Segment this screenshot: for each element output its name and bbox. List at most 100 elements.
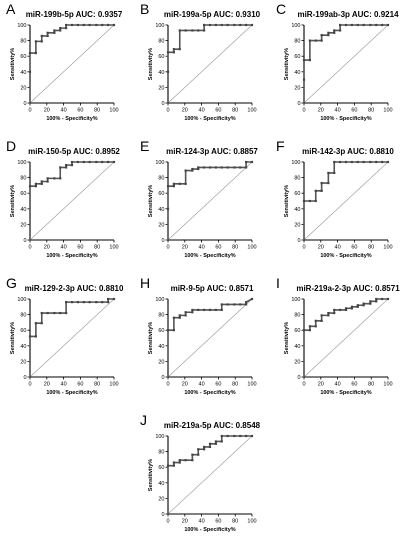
roc-point [178, 182, 181, 185]
roc-point [34, 40, 37, 43]
x-tick-label: 40 [61, 382, 67, 388]
y-tick-label: 60 [20, 54, 26, 60]
y-tick-label: 40 [294, 70, 300, 76]
roc-point [208, 445, 212, 449]
roc-point [112, 160, 116, 164]
roc-point [314, 199, 317, 203]
y-tick-label: 0 [161, 512, 164, 518]
roc-point [233, 23, 236, 27]
reference-diagonal [167, 435, 253, 515]
roc-point [65, 23, 68, 27]
roc-point [381, 160, 384, 164]
x-tick-label: 80 [368, 108, 374, 114]
roc-point [344, 160, 348, 164]
roc-point [172, 461, 175, 464]
roc-point [333, 171, 336, 175]
roc-point [386, 23, 390, 27]
roc-point [333, 160, 336, 164]
x-axis-label: 100% - Specificity% [46, 390, 97, 396]
roc-point [197, 453, 200, 456]
roc-point [197, 29, 200, 32]
y-tick-label: 20 [20, 85, 26, 91]
roc-point [302, 59, 306, 62]
x-axis-label: 100% - Specificity% [46, 253, 97, 259]
roc-point [245, 166, 248, 169]
roc-point [226, 303, 229, 306]
roc-point [220, 440, 223, 443]
roc-point [46, 311, 49, 315]
y-axis-label: Sensitivity% [148, 459, 154, 492]
roc-point [28, 70, 32, 73]
x-tick-label: 60 [77, 245, 83, 251]
x-tick-label: 100 [383, 245, 392, 251]
y-tick-label: 20 [158, 222, 164, 228]
y-axis-label: Sensitivity% [10, 48, 16, 81]
x-tick-label: 60 [351, 382, 357, 388]
roc-point [172, 51, 175, 54]
y-axis-label: Sensitivity% [148, 48, 154, 81]
y-tick-label: 0 [161, 375, 164, 381]
y-axis-label: Sensitivity% [284, 48, 290, 81]
y-tick-label: 20 [20, 359, 26, 365]
x-tick-label: 80 [94, 245, 100, 251]
roc-point [375, 297, 378, 301]
x-tick-label: 40 [335, 108, 341, 114]
reference-diagonal [167, 24, 253, 104]
roc-point [320, 181, 323, 185]
y-tick-label: 100 [291, 23, 300, 29]
reference-diagonal [29, 161, 115, 241]
roc-point [314, 319, 317, 322]
x-tick-label: 20 [44, 108, 50, 114]
y-tick-label: 80 [20, 176, 26, 182]
x-tick-label: 20 [318, 245, 324, 251]
chart-title: miR-150-5p AUC: 0.8952 [28, 147, 120, 156]
x-tick-label: 100 [109, 382, 118, 388]
roc-point [191, 169, 194, 172]
x-tick-label: 40 [199, 108, 205, 114]
x-tick-label: 60 [351, 245, 357, 251]
roc-point [356, 23, 359, 27]
reference-diagonal [167, 161, 253, 241]
roc-point [197, 308, 200, 312]
roc-point [40, 322, 43, 325]
y-tick-label: 80 [158, 450, 164, 456]
x-axis-label: 100% - Specificity% [184, 253, 235, 259]
roc-point [101, 160, 104, 164]
x-tick-label: 0 [166, 108, 169, 114]
panel-letter: F [276, 138, 285, 154]
roc-point [327, 34, 330, 37]
roc-point [40, 180, 43, 183]
roc-point [327, 171, 330, 175]
roc-point [53, 29, 56, 32]
roc-point [95, 301, 98, 304]
panel-letter: B [140, 1, 149, 17]
roc-point [88, 23, 91, 27]
roc-point [333, 31, 336, 34]
x-tick-label: 100 [247, 108, 256, 114]
y-tick-label: 100 [155, 160, 164, 166]
x-tick-label: 20 [318, 108, 324, 114]
x-tick-label: 0 [302, 245, 305, 251]
roc-point [178, 48, 181, 51]
y-tick-label: 20 [294, 85, 300, 91]
roc-point [314, 39, 317, 42]
roc-point [88, 301, 91, 304]
roc-point [233, 166, 236, 169]
x-tick-label: 0 [302, 108, 305, 114]
roc-point [302, 329, 306, 332]
x-tick-label: 0 [28, 245, 31, 251]
roc-point [34, 182, 37, 185]
roc-point [245, 23, 248, 27]
roc-point [101, 23, 104, 27]
y-tick-label: 40 [294, 344, 300, 350]
roc-point [362, 160, 365, 164]
roc-point [339, 29, 342, 32]
roc-point [88, 160, 91, 164]
roc-point [65, 311, 68, 315]
roc-point [34, 335, 37, 338]
roc-point [203, 166, 206, 169]
roc-point [214, 23, 217, 27]
y-tick-label: 60 [158, 328, 164, 334]
